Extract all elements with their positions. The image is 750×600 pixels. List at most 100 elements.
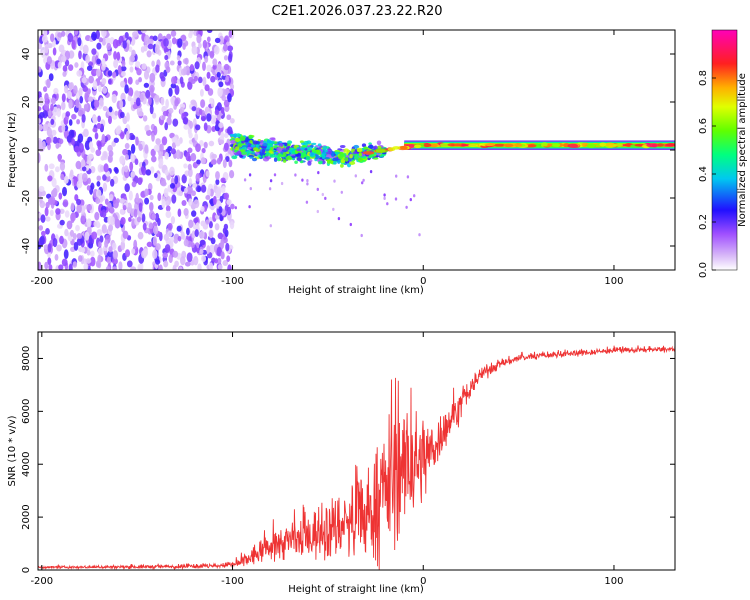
spectrogram-noise-cell [49,196,56,205]
spectrogram-noise-cell [206,71,211,79]
spectrogram-noise-cell [152,112,157,119]
spectrogram-transition-cell [340,164,344,168]
spectrogram-noise-cell [168,254,173,263]
spectrogram-y-tick-label: 40 [21,48,32,61]
spectrogram-tone-cell [423,143,432,148]
spectrogram-noise-cell [196,247,201,254]
spectrogram-noise-cell [204,55,209,63]
spectrogram-noise-cell [155,259,161,265]
spectrogram-noise-cell [193,255,199,266]
spectrogram-noise-cell [214,109,220,116]
spectrogram-transition-cell [285,151,290,155]
spectrogram-noise-cell [107,70,113,77]
spectrogram-noise-cell [224,204,229,212]
spectrogram-transition-cell [324,157,330,160]
spectrogram-scatter-cell [394,197,398,201]
spectrogram-noise-cell [66,90,73,100]
spectrogram-noise-cell [48,163,55,170]
spectrogram-tone-cell [567,143,579,148]
spectrogram-noise-cell [94,132,99,140]
spectrogram-noise-cell [138,76,142,83]
spectrogram-transition-cell [299,160,304,164]
spectrogram-noise-cell [77,109,84,117]
spectrogram-transition-cell [285,155,293,161]
spectrogram-scatter-cell [269,179,273,183]
spectrogram-noise-cell [135,79,140,86]
spectrogram-noise-cell [174,85,180,96]
spectrogram-noise-cell [50,97,56,105]
spectrogram-noise-cell [42,86,48,92]
snr-frame [37,331,676,571]
spectrogram-noise-cell [124,142,130,150]
spectrogram-noise-cell [207,88,214,96]
spectrogram-tone-cell [413,144,422,149]
spectrogram-noise-cell [78,255,83,262]
spectrogram-noise-cell [170,30,177,37]
spectrogram-noise-cell [153,225,159,235]
spectrogram-noise-cell [44,261,49,270]
spectrogram-noise-cell [197,263,202,270]
spectrogram-noise-cell [116,51,121,61]
spectrogram-noise-cell [181,174,187,184]
spectrogram-noise-cell [153,125,158,136]
spectrogram-noise-cell [160,97,165,106]
spectrogram-noise-cell [184,261,191,267]
spectrogram-noise-cell [66,134,73,143]
spectrogram-noise-cell [41,140,46,150]
spectrogram-noise-cell [200,184,207,193]
spectrogram-transition-cell [334,151,339,155]
spectrogram-noise-cell [200,99,205,109]
spectrogram-transition-cell [273,157,278,162]
spectrogram-noise-cell [218,206,223,214]
spectrogram-noise-cell [45,216,51,222]
spectrogram-noise-cell [61,258,68,267]
spectrogram-noise-cell [206,30,213,34]
spectrogram-noise-cell [196,34,202,44]
spectrogram-noise-cell [175,149,181,160]
spectrogram-noise-cell [120,80,126,88]
spectrogram-noise-cell [212,64,217,70]
spectrogram-noise-cell [110,216,115,226]
spectrogram-noise-cell [229,221,235,230]
spectrogram-scatter-cell [294,173,297,177]
spectrogram-noise-cell [46,56,53,65]
spectrogram-noise-cell [145,89,151,99]
spectrogram-tone-cell [375,149,386,153]
spectrogram-noise-cell [129,55,135,63]
spectrogram-noise-cell [100,155,105,161]
spectrogram-noise-cell [190,242,195,249]
spectrogram-noise-cell [105,37,111,45]
spectrogram-noise-cell [44,43,49,54]
spectrogram-noise-cell [119,132,125,140]
spectrogram-noise-cell [59,219,65,226]
spectrogram-noise-cell [129,161,134,172]
spectrogram-noise-cell [60,30,66,37]
spectrogram-noise-cell [222,260,229,266]
spectrogram-noise-cell [61,186,68,197]
spectrogram-noise-cell [177,208,182,217]
spectrogram-marks [38,30,675,270]
spectrogram-scatter-cell [386,202,389,206]
spectrogram-transition-cell [251,152,256,155]
spectrogram-noise-cell [221,185,226,194]
spectrogram-noise-cell [114,110,119,116]
spectrogram-transition-cell [287,140,293,145]
spectrogram-transition-cell [276,147,283,152]
spectrogram-transition-cell [339,144,346,149]
spectrogram-noise-cell [122,115,128,125]
spectrogram-transition-cell [269,137,276,140]
spectrogram-noise-cell [218,122,224,129]
spectrogram-noise-cell [93,99,100,108]
spectrogram-tone-cell [503,143,514,148]
spectrogram-noise-cell [138,202,143,212]
spectrogram-noise-cell [90,182,95,190]
spectrogram-noise-cell [161,115,166,121]
spectrogram-noise-cell [112,39,119,49]
spectrogram-transition-cell [264,153,269,157]
spectrogram-transition-cell [357,157,364,162]
spectrogram-noise-cell [178,266,183,270]
spectrogram-scatter-cell [395,174,398,178]
spectrogram-noise-cell [63,175,69,184]
spectrogram-noise-cell [40,214,46,223]
